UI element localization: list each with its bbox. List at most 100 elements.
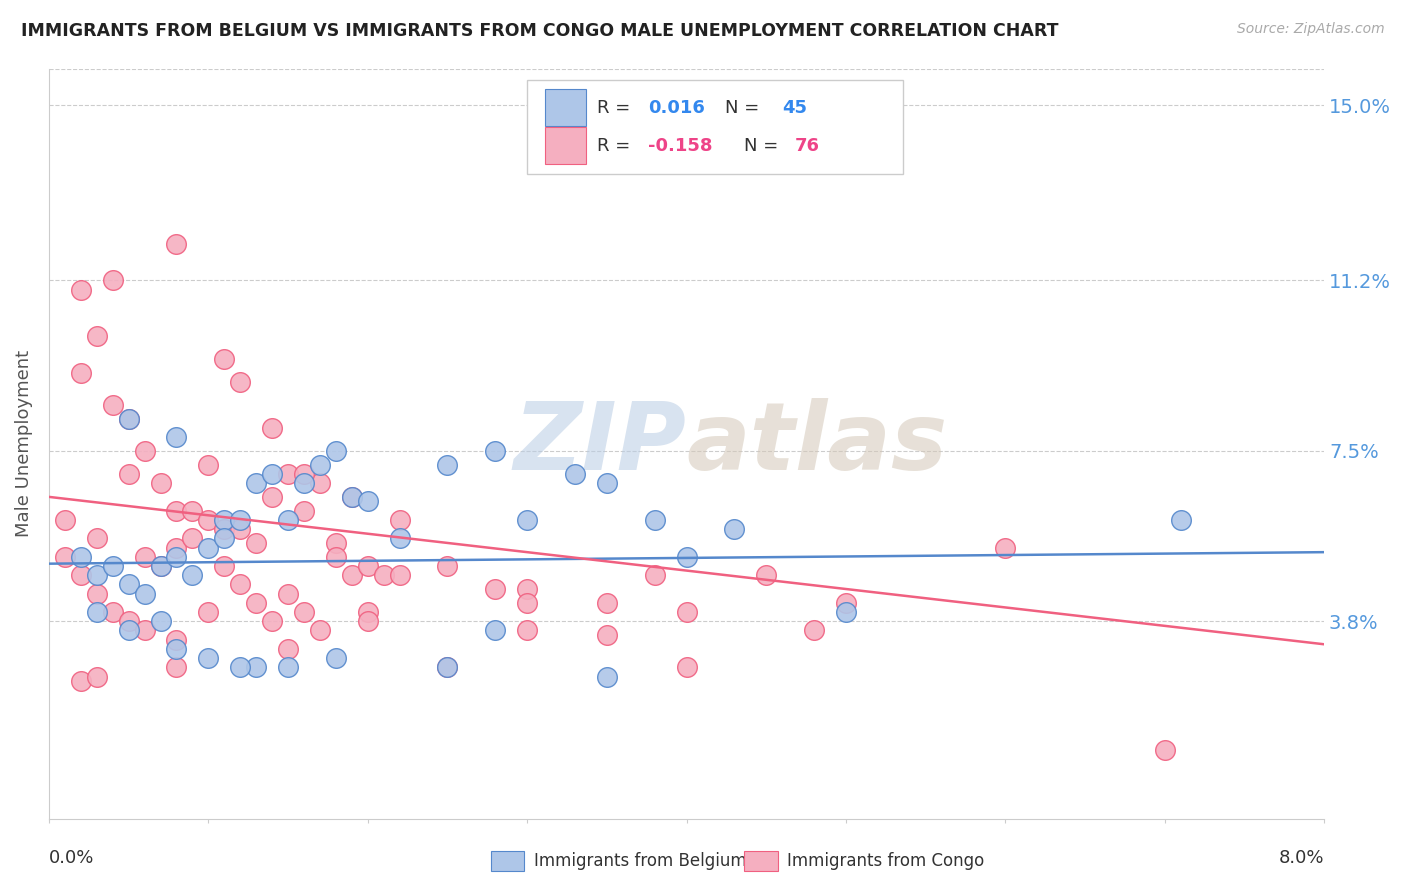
Point xyxy=(229,660,252,674)
Point xyxy=(277,586,299,600)
FancyBboxPatch shape xyxy=(527,79,903,174)
Point xyxy=(357,614,380,628)
Point xyxy=(596,476,619,491)
Point xyxy=(262,467,284,481)
FancyBboxPatch shape xyxy=(546,127,586,164)
Point xyxy=(357,494,380,508)
Point xyxy=(340,490,363,504)
Point xyxy=(835,605,858,619)
Point xyxy=(373,568,395,582)
Point xyxy=(166,549,188,564)
Point xyxy=(292,605,315,619)
Point xyxy=(118,467,141,481)
Point xyxy=(388,513,411,527)
Point xyxy=(197,458,219,472)
Point xyxy=(53,549,76,564)
Text: N =: N = xyxy=(725,99,765,117)
Point xyxy=(516,513,538,527)
Point xyxy=(277,513,299,527)
Point xyxy=(277,467,299,481)
Point xyxy=(197,651,219,665)
Point xyxy=(245,536,267,550)
Point xyxy=(723,522,745,536)
Point xyxy=(340,568,363,582)
Point xyxy=(516,582,538,596)
Point xyxy=(166,541,188,555)
Point xyxy=(309,458,332,472)
Point xyxy=(70,568,93,582)
Point xyxy=(596,669,619,683)
Point xyxy=(86,586,108,600)
Point xyxy=(86,328,108,343)
Point xyxy=(245,476,267,491)
Point xyxy=(277,660,299,674)
Point xyxy=(994,541,1017,555)
Y-axis label: Male Unemployment: Male Unemployment xyxy=(15,351,32,538)
Point xyxy=(86,605,108,619)
Point xyxy=(101,559,124,574)
Text: 8.0%: 8.0% xyxy=(1278,849,1324,867)
Point xyxy=(292,476,315,491)
Point xyxy=(309,624,332,638)
Point xyxy=(755,568,778,582)
Point xyxy=(134,443,156,458)
Point xyxy=(596,596,619,610)
Point xyxy=(229,513,252,527)
Point xyxy=(101,273,124,287)
Text: Source: ZipAtlas.com: Source: ZipAtlas.com xyxy=(1237,22,1385,37)
Text: 0.016: 0.016 xyxy=(648,99,706,117)
Point xyxy=(214,513,236,527)
Point xyxy=(118,577,141,591)
Point xyxy=(292,467,315,481)
Point xyxy=(149,476,172,491)
Point xyxy=(53,513,76,527)
Point xyxy=(675,605,697,619)
Point xyxy=(484,582,506,596)
Point xyxy=(101,605,124,619)
Point xyxy=(675,660,697,674)
Text: 45: 45 xyxy=(782,99,807,117)
Point xyxy=(309,476,332,491)
Point xyxy=(484,624,506,638)
Point xyxy=(214,522,236,536)
Point xyxy=(134,624,156,638)
Point xyxy=(484,443,506,458)
Point xyxy=(229,375,252,389)
Point xyxy=(675,549,697,564)
Point xyxy=(229,577,252,591)
Point xyxy=(516,624,538,638)
Text: IMMIGRANTS FROM BELGIUM VS IMMIGRANTS FROM CONGO MALE UNEMPLOYMENT CORRELATION C: IMMIGRANTS FROM BELGIUM VS IMMIGRANTS FR… xyxy=(21,22,1059,40)
Point xyxy=(101,398,124,412)
Point xyxy=(516,596,538,610)
Point xyxy=(197,605,219,619)
Point xyxy=(644,513,666,527)
Point xyxy=(436,559,458,574)
Point xyxy=(86,669,108,683)
Point xyxy=(118,411,141,425)
Point xyxy=(262,614,284,628)
Point xyxy=(436,458,458,472)
Text: Immigrants from Congo: Immigrants from Congo xyxy=(787,852,984,870)
Point xyxy=(277,641,299,656)
Point xyxy=(835,596,858,610)
Text: R =: R = xyxy=(598,99,637,117)
FancyBboxPatch shape xyxy=(546,89,586,127)
Text: -0.158: -0.158 xyxy=(648,136,713,154)
Point xyxy=(70,283,93,297)
Point xyxy=(214,532,236,546)
Point xyxy=(388,532,411,546)
Point xyxy=(245,596,267,610)
Point xyxy=(181,568,204,582)
Point xyxy=(564,467,586,481)
Point xyxy=(166,641,188,656)
Point xyxy=(149,559,172,574)
Point xyxy=(197,541,219,555)
Point xyxy=(166,660,188,674)
Point xyxy=(214,559,236,574)
Point xyxy=(134,549,156,564)
Point xyxy=(325,651,347,665)
Point xyxy=(166,430,188,444)
Point xyxy=(325,549,347,564)
Point xyxy=(166,504,188,518)
Point xyxy=(436,660,458,674)
